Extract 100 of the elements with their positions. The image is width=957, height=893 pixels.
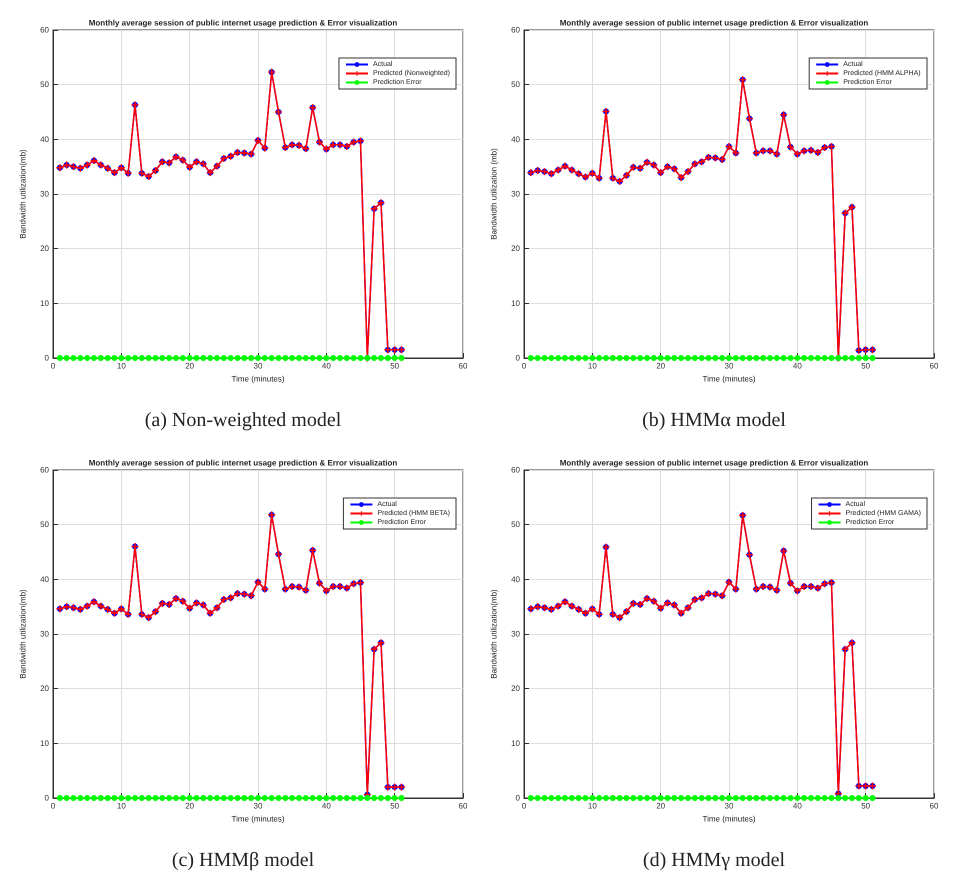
point [630, 355, 636, 361]
point [118, 355, 124, 361]
point [596, 355, 602, 361]
point [562, 355, 568, 361]
y-tick-label: 40 [40, 134, 50, 144]
point [241, 355, 248, 361]
point [262, 795, 268, 801]
point [344, 795, 350, 801]
point [780, 355, 787, 361]
point [112, 355, 118, 361]
point [808, 795, 814, 801]
y-tick-label: 40 [511, 134, 521, 144]
point [296, 795, 302, 801]
point [616, 795, 623, 801]
x-tick-label: 0 [522, 802, 527, 810]
y-tick-label: 30 [511, 190, 521, 198]
point [330, 355, 336, 361]
y-axis-title: Bandwidth utilization(mb) [18, 588, 28, 679]
point [788, 355, 794, 361]
point [808, 355, 814, 361]
point [534, 795, 541, 801]
point [528, 355, 534, 361]
point [159, 795, 166, 801]
point [98, 355, 104, 361]
x-tick-label: 60 [458, 802, 468, 810]
point [726, 795, 732, 801]
point [194, 355, 200, 361]
point [268, 355, 275, 361]
point [56, 795, 63, 801]
point [671, 795, 678, 801]
point [822, 355, 828, 361]
point [555, 355, 562, 361]
point [378, 795, 384, 801]
point [555, 795, 562, 801]
point [767, 355, 773, 361]
x-tick-label: 60 [458, 362, 468, 370]
point [610, 355, 616, 361]
point [146, 355, 152, 361]
x-tick-label: 20 [656, 362, 666, 370]
point [330, 795, 336, 801]
point [392, 355, 398, 361]
point [780, 795, 787, 801]
point [767, 795, 773, 801]
y-tick-label: 40 [40, 574, 50, 584]
point [650, 795, 657, 801]
point [548, 355, 554, 361]
point [234, 355, 240, 361]
point [671, 355, 678, 361]
point [740, 795, 746, 801]
y-tick-label: 20 [511, 684, 521, 694]
point [760, 355, 766, 361]
x-tick-label: 20 [185, 362, 195, 370]
x-tick-label: 0 [50, 802, 56, 810]
point [706, 355, 712, 361]
y-tick-label: 20 [511, 244, 521, 254]
y-tick-label: 60 [511, 466, 521, 474]
point [582, 355, 588, 361]
point [70, 795, 76, 801]
x-tick-label: 20 [185, 802, 195, 810]
text: (b) HMMα model [642, 409, 786, 431]
point [146, 795, 152, 801]
point [794, 355, 800, 361]
point [200, 355, 206, 361]
point [576, 795, 582, 801]
point [77, 795, 84, 801]
y-tick-label: 10 [511, 298, 521, 308]
point [282, 795, 288, 801]
point [98, 795, 104, 801]
point [814, 795, 821, 801]
y-tick-label: 10 [40, 298, 50, 308]
point [774, 795, 780, 801]
point [794, 795, 800, 801]
point [104, 795, 111, 801]
x-tick-label: 50 [861, 802, 871, 810]
x-tick-label: 40 [322, 362, 332, 370]
x-tick-label: 10 [588, 802, 598, 810]
point [616, 355, 623, 361]
y-axis-title: Bandwidth utilization(mb) [18, 148, 28, 239]
point [862, 355, 869, 361]
point [358, 795, 364, 801]
point [84, 795, 90, 801]
point [378, 355, 384, 361]
point [371, 355, 378, 361]
point [398, 355, 404, 361]
point [337, 355, 343, 361]
point [562, 795, 568, 801]
point [822, 795, 828, 801]
point [732, 355, 739, 361]
point [316, 795, 322, 801]
point [159, 355, 166, 361]
point [603, 355, 609, 361]
point [746, 795, 752, 801]
point [685, 355, 691, 361]
chart-title: Monthly average session of public internet usage prediction & Error visualization [88, 458, 398, 468]
y-tick-label: 10 [511, 738, 521, 748]
y-tick-label: 0 [516, 794, 521, 802]
point [849, 355, 855, 361]
point [732, 795, 739, 801]
point [740, 355, 746, 361]
point [255, 795, 261, 801]
